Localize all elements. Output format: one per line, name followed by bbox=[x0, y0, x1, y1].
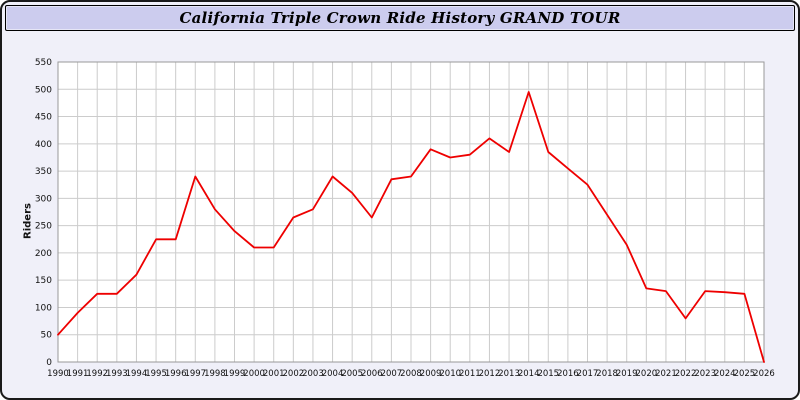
y-tick-label: 200 bbox=[35, 249, 52, 259]
x-tick-label: 2020 bbox=[636, 369, 658, 379]
x-tick-label: 1998 bbox=[204, 369, 226, 379]
chart-area: Riders 0 50 100 150 200 250 300 350 400 450 500 550… bbox=[12, 48, 788, 394]
x-tick-label: 2003 bbox=[302, 369, 324, 379]
y-axis-label: Riders bbox=[22, 203, 34, 239]
y-tick-label: 350 bbox=[35, 167, 52, 177]
x-tick-label: 2002 bbox=[283, 369, 305, 379]
y-tick-label: 150 bbox=[35, 276, 52, 286]
x-tick-label: 2025 bbox=[734, 369, 756, 379]
x-tick-label: 2019 bbox=[616, 369, 638, 379]
y-tick-label: 300 bbox=[35, 194, 52, 204]
line-chart: 0501001502002503003504004505005501990199… bbox=[35, 58, 775, 379]
x-tick-label: 2011 bbox=[459, 369, 481, 379]
x-tick-label: 1991 bbox=[67, 369, 89, 379]
plot-border bbox=[57, 61, 765, 363]
x-tick-label: 2016 bbox=[557, 369, 579, 379]
x-tick-label: 2010 bbox=[439, 369, 461, 379]
x-tick-label: 2018 bbox=[596, 369, 618, 379]
y-tick-label: 100 bbox=[35, 303, 52, 313]
x-tick-label: 1995 bbox=[145, 369, 167, 379]
x-tick-label: 2014 bbox=[518, 369, 540, 379]
page-title: California Triple Crown Ride History GRA… bbox=[179, 9, 621, 27]
riders-series-line bbox=[57, 91, 765, 363]
x-tick-label: 2022 bbox=[675, 369, 697, 379]
title-bar: California Triple Crown Ride History GRA… bbox=[5, 5, 795, 31]
x-tick-label: 2017 bbox=[577, 369, 599, 379]
x-tick-label: 2013 bbox=[498, 369, 520, 379]
y-tick-label: 50 bbox=[41, 331, 53, 341]
x-tick-label: 2024 bbox=[714, 369, 736, 379]
x-tick-label: 1999 bbox=[224, 369, 246, 379]
x-tick-label: 1997 bbox=[184, 369, 206, 379]
y-tick-label: 400 bbox=[35, 140, 52, 150]
x-tick-label: 1992 bbox=[86, 369, 108, 379]
x-tick-label: 1996 bbox=[165, 369, 187, 379]
x-tick-label: 2001 bbox=[263, 369, 285, 379]
y-tick-label: 500 bbox=[35, 85, 52, 95]
x-tick-label: 1990 bbox=[47, 369, 69, 379]
y-tick-label: 450 bbox=[35, 113, 52, 123]
y-tick-label: 250 bbox=[35, 222, 52, 232]
x-tick-label: 2006 bbox=[361, 369, 383, 379]
x-tick-label: 2000 bbox=[243, 369, 265, 379]
x-tick-label: 2009 bbox=[420, 369, 442, 379]
x-tick-label: 2008 bbox=[400, 369, 422, 379]
x-tick-label: 2021 bbox=[655, 369, 677, 379]
x-tick-label: 1993 bbox=[106, 369, 128, 379]
y-tick-label: 550 bbox=[35, 58, 52, 68]
x-tick-label: 2015 bbox=[537, 369, 559, 379]
x-tick-label: 2026 bbox=[753, 369, 775, 379]
x-tick-label: 2004 bbox=[322, 369, 344, 379]
y-tick-label: 0 bbox=[46, 358, 52, 368]
x-tick-label: 2007 bbox=[381, 369, 403, 379]
x-tick-label: 2012 bbox=[479, 369, 501, 379]
x-tick-label: 2005 bbox=[341, 369, 363, 379]
x-tick-label: 1994 bbox=[126, 369, 148, 379]
x-tick-label: 2023 bbox=[694, 369, 716, 379]
